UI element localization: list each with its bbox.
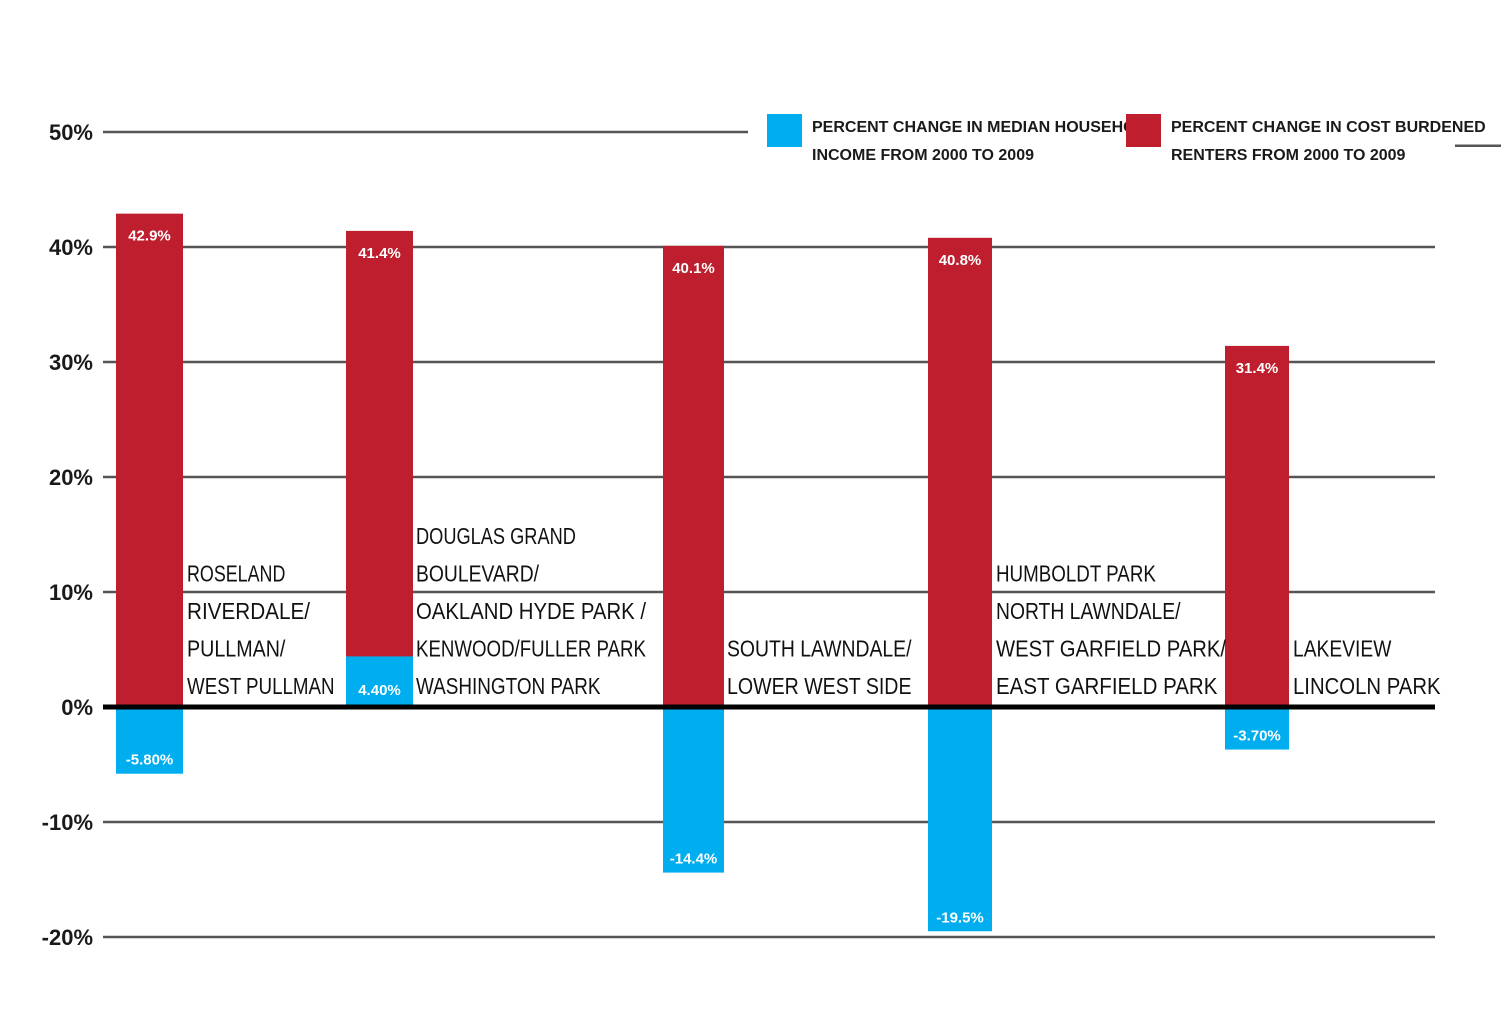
category-label-line: LAKEVIEW bbox=[1293, 636, 1392, 662]
category-label-line: EAST GARFIELD PARK bbox=[996, 673, 1218, 699]
category-labels: ROSELAND RIVERDALE/PULLMAN/WEST PULLMAN DO… bbox=[187, 523, 1441, 699]
bar-median-income bbox=[663, 707, 724, 873]
category-label-line: LINCOLN PARK bbox=[1293, 673, 1441, 699]
y-tick-label: 10% bbox=[49, 580, 93, 605]
y-tick-label: 20% bbox=[49, 465, 93, 490]
data-label-median-income: -14.4% bbox=[670, 851, 718, 868]
legend-swatch bbox=[767, 114, 802, 147]
bar-cost-burdened bbox=[116, 213, 183, 707]
bar-median-income bbox=[116, 707, 183, 774]
y-axis-ticks: 50% 40% 30% 20% 10% 0% -10% -20% bbox=[42, 120, 93, 950]
category-label-line: NORTH LAWNDALE/ bbox=[996, 598, 1181, 624]
category-label-line: WASHINGTON PARK bbox=[416, 673, 601, 699]
y-tick-label: 50% bbox=[49, 120, 93, 145]
value-labels: 42.9% -5.80% 41.4% 4.40% 40.1% -14.4% 40.8% -19… bbox=[126, 228, 1281, 927]
category-label-line: LOWER WEST SIDE bbox=[727, 673, 912, 699]
legend-label: INCOME FROM 2000 TO 2009 bbox=[812, 147, 1034, 164]
y-tick-label: 30% bbox=[49, 350, 93, 375]
category-label-line: WEST PULLMAN bbox=[187, 673, 335, 699]
bar-median-income bbox=[346, 656, 413, 707]
data-label-cost-burdened: 40.1% bbox=[672, 260, 715, 277]
category-label-line: KENWOOD/FULLER PARK bbox=[416, 636, 647, 662]
category-label-line: HUMBOLDT PARK bbox=[996, 561, 1156, 587]
legend-label: PERCENT CHANGE IN COST BURDENED bbox=[1171, 119, 1486, 136]
bars bbox=[116, 213, 1289, 932]
data-label-median-income: -5.80% bbox=[126, 752, 174, 769]
category-label-line: BOULEVARD/ bbox=[416, 561, 540, 587]
category-label-line: OAKLAND HYDE PARK / bbox=[416, 598, 647, 624]
category-label-line: ROSELAND bbox=[187, 561, 285, 587]
bar-cost-burdened bbox=[346, 230, 413, 707]
category-label-line: RIVERDALE/ bbox=[187, 598, 311, 624]
data-label-cost-burdened: 42.9% bbox=[128, 228, 171, 245]
legend-label: PERCENT CHANGE IN MEDIAN HOUSEHOLD bbox=[812, 119, 1157, 136]
data-label-cost-burdened: 31.4% bbox=[1236, 360, 1279, 377]
legend-label: RENTERS FROM 2000 TO 2009 bbox=[1171, 147, 1406, 164]
data-label-median-income: -19.5% bbox=[936, 909, 984, 926]
category-label-line: PULLMAN/ bbox=[187, 636, 286, 662]
bar-cost-burdened bbox=[663, 245, 724, 707]
y-tick-label: -10% bbox=[42, 810, 93, 835]
legend-swatch bbox=[1126, 114, 1161, 147]
y-tick-label: -20% bbox=[42, 925, 93, 950]
category-label-line: WEST GARFIELD PARK/ bbox=[996, 636, 1227, 662]
bar-cost-burdened bbox=[1225, 345, 1289, 707]
legend: PERCENT CHANGE IN MEDIAN HOUSEHOLD INCOME… bbox=[767, 114, 1486, 164]
bar-cost-burdened bbox=[928, 237, 992, 708]
data-label-median-income: 4.40% bbox=[358, 682, 401, 699]
bar-median-income bbox=[1225, 707, 1289, 750]
gridlines bbox=[103, 130, 1501, 939]
bar-median-income bbox=[928, 707, 992, 932]
y-tick-label: 0% bbox=[61, 695, 93, 720]
y-tick-label: 40% bbox=[49, 235, 93, 260]
category-label-line: DOUGLAS GRAND bbox=[416, 523, 576, 549]
category-label-line: SOUTH LAWNDALE/ bbox=[727, 636, 912, 662]
data-label-median-income: -3.70% bbox=[1233, 728, 1281, 745]
data-label-cost-burdened: 41.4% bbox=[358, 245, 401, 262]
data-label-cost-burdened: 40.8% bbox=[939, 252, 982, 269]
